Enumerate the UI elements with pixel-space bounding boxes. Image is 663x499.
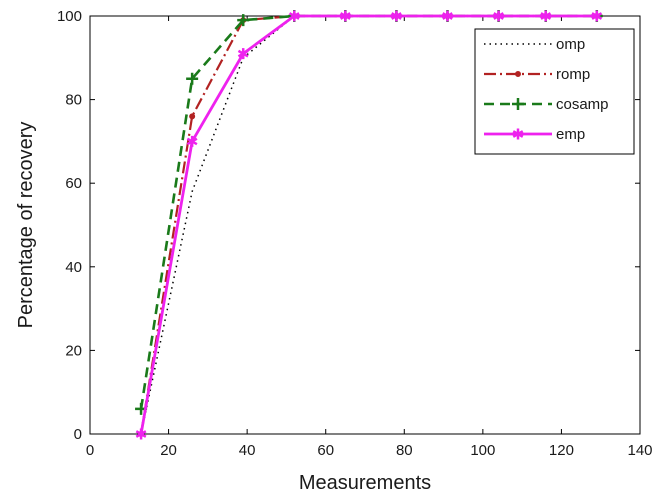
y-tick-label: 80 [65, 92, 82, 109]
legend: omp romp cosamp emp [474, 28, 635, 155]
y-tick-label: 60 [65, 175, 82, 192]
data-point-emp [493, 10, 504, 22]
x-tick-label: 0 [86, 442, 94, 459]
y-axis: 0 20 40 60 80 100 [57, 8, 640, 443]
legend-marker-romp [515, 71, 521, 77]
data-point-emp [391, 10, 402, 22]
series-layer [135, 10, 603, 440]
data-point-emp [186, 135, 198, 147]
x-tick-label: 20 [160, 442, 177, 459]
data-point-cosamp [237, 14, 250, 27]
series-emp [135, 10, 603, 440]
data-point-emp [540, 10, 552, 22]
legend-marker-cosamp [512, 98, 524, 110]
data-point-emp [591, 10, 603, 22]
x-tick-label: 80 [396, 442, 413, 459]
x-axis: 0 20 40 60 80 100 120 140 [86, 16, 653, 459]
y-tick-label: 100 [57, 8, 82, 25]
legend-label-romp: romp [556, 66, 590, 83]
y-axis-title: Percentage of recovery [15, 122, 37, 329]
x-axis-title: Measurements [299, 472, 431, 494]
x-tick-label: 60 [317, 442, 334, 459]
legend-label-emp: emp [556, 126, 585, 143]
data-point-romp [189, 113, 196, 120]
data-point-emp [288, 10, 300, 22]
legend-marker-emp [512, 128, 524, 140]
x-tick-label: 120 [549, 442, 574, 459]
legend-label-omp: omp [556, 36, 585, 53]
y-tick-label: 40 [65, 259, 82, 276]
y-tick-label: 20 [65, 342, 82, 359]
x-tick-label: 140 [627, 442, 652, 459]
legend-label-cosamp: cosamp [556, 96, 609, 113]
y-tick-label: 0 [74, 426, 82, 443]
series-line-emp [139, 14, 597, 435]
data-point-emp [237, 48, 249, 60]
x-tick-label: 40 [239, 442, 256, 459]
x-tick-label: 100 [470, 442, 495, 459]
data-point-emp [135, 428, 147, 440]
data-point-emp [442, 10, 453, 22]
data-point-cosamp [186, 72, 199, 85]
data-point-emp [339, 10, 351, 22]
